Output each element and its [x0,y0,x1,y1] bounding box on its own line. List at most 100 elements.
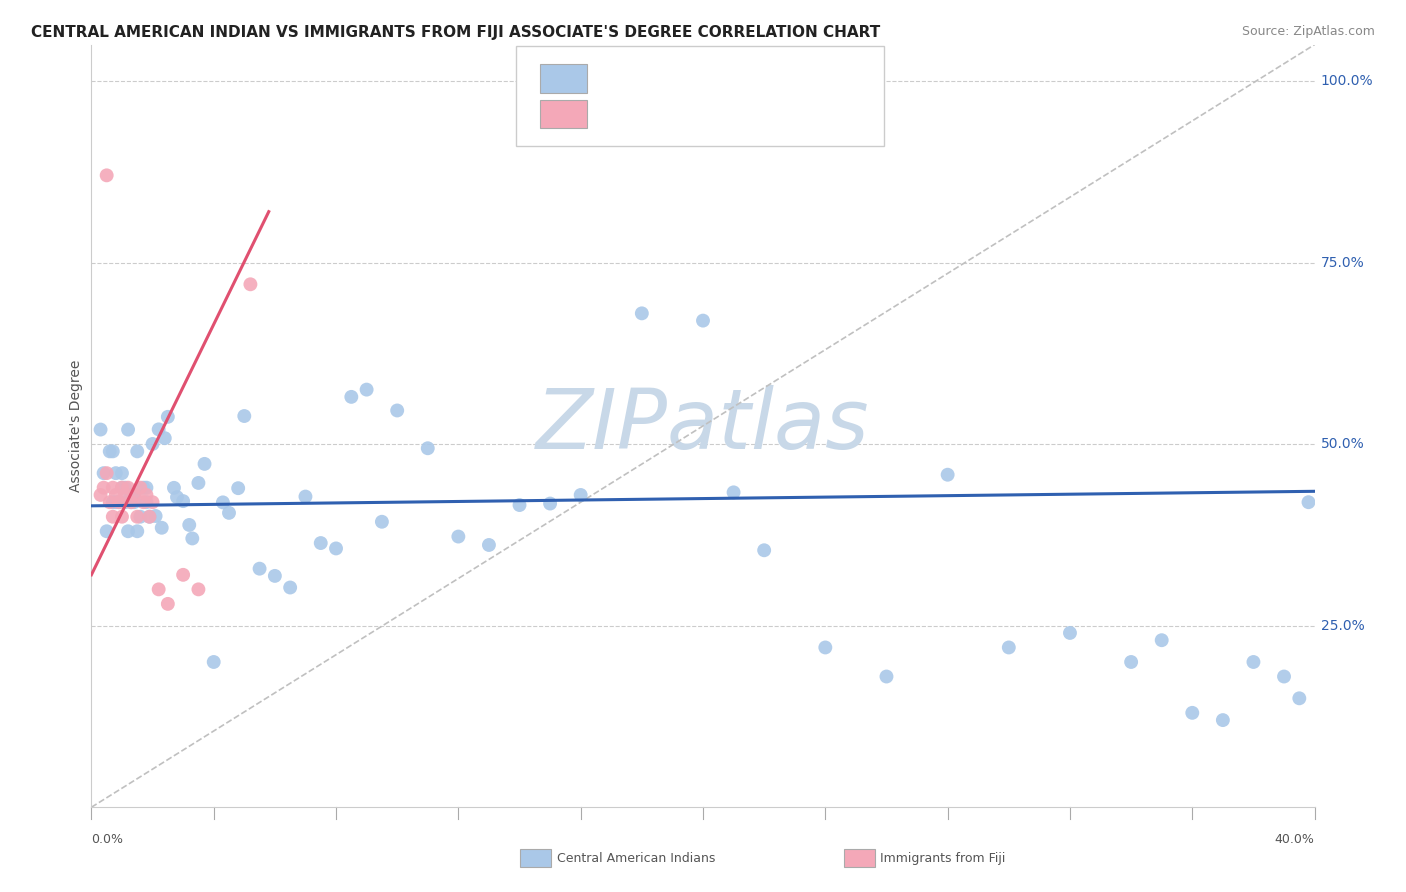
Point [278,581,301,595]
Point [104,488,127,502]
Point [631,306,654,320]
Point [120,488,142,502]
Point [127,524,149,539]
Point [111,481,134,495]
Text: 0.501: 0.501 [661,106,709,121]
Point [135,481,157,495]
Point [101,495,124,509]
Point [141,495,163,509]
Point [233,409,256,423]
Point [129,509,152,524]
Point [135,495,157,509]
Point [1212,713,1234,727]
Point [117,423,139,437]
FancyBboxPatch shape [516,46,884,146]
Point [117,524,139,539]
Point [122,488,145,502]
Point [294,490,316,504]
Point [509,498,531,512]
Point [249,562,271,576]
Point [212,495,235,509]
Point [1243,655,1265,669]
Point [96,524,118,539]
Point [93,466,115,480]
Point [96,466,118,480]
Point [172,494,194,508]
Point [226,481,249,495]
Point [90,488,112,502]
Point [163,481,186,495]
Point [172,567,194,582]
Point [998,640,1021,655]
Point [723,485,745,500]
Point [1288,691,1310,706]
Point [101,481,124,495]
Point [120,495,142,509]
Text: 50.0%: 50.0% [1320,437,1364,451]
Point [478,538,501,552]
Point [108,495,131,509]
Point [181,532,204,546]
Point [309,536,332,550]
Point [111,481,134,495]
Point [936,467,959,482]
Point [104,466,127,480]
Point [138,509,160,524]
Point [385,403,409,417]
Point [187,582,209,597]
Point [692,313,714,327]
Point [150,521,173,535]
Text: R =: R = [602,70,634,86]
Text: CENTRAL AMERICAN INDIAN VS IMMIGRANTS FROM FIJI ASSOCIATE'S DEGREE CORRELATION C: CENTRAL AMERICAN INDIAN VS IMMIGRANTS FR… [31,25,880,40]
Text: 0.055: 0.055 [661,70,709,86]
Point [371,515,394,529]
Point [1181,706,1204,720]
Point [138,509,160,524]
Text: N =: N = [731,70,775,86]
Text: Source: ZipAtlas.com: Source: ZipAtlas.com [1241,25,1375,38]
Point [447,530,470,544]
Point [114,495,136,509]
Point [122,495,145,509]
Point [108,495,131,509]
Text: 25.0%: 25.0% [1320,619,1364,632]
Point [1298,495,1320,509]
Point [120,495,142,509]
Point [179,518,201,533]
Point [218,506,240,520]
Point [98,495,121,509]
Point [114,488,136,502]
Point [814,640,837,655]
Point [129,481,152,495]
Text: 77: 77 [793,70,814,86]
Text: 75.0%: 75.0% [1320,255,1364,269]
Point [101,509,124,524]
Point [114,481,136,495]
Point [1150,633,1173,648]
Point [127,509,149,524]
Point [101,444,124,458]
Text: 100.0%: 100.0% [1320,74,1374,88]
Point [111,466,134,480]
Point [117,481,139,495]
Point [156,409,179,424]
Point [148,582,170,597]
Point [96,169,118,183]
Text: Immigrants from Fiji: Immigrants from Fiji [880,852,1005,864]
Point [122,488,145,502]
Point [1121,655,1143,669]
Point [202,655,225,669]
Point [111,509,134,524]
Point [1272,669,1295,683]
Text: 0.0%: 0.0% [91,833,124,846]
Point [356,383,378,397]
Text: N =: N = [731,106,775,121]
Point [754,543,776,558]
Point [193,457,215,471]
Point [416,442,439,456]
Point [875,669,898,683]
Point [156,597,179,611]
Point [166,490,188,504]
Point [148,422,170,436]
Point [538,497,561,511]
